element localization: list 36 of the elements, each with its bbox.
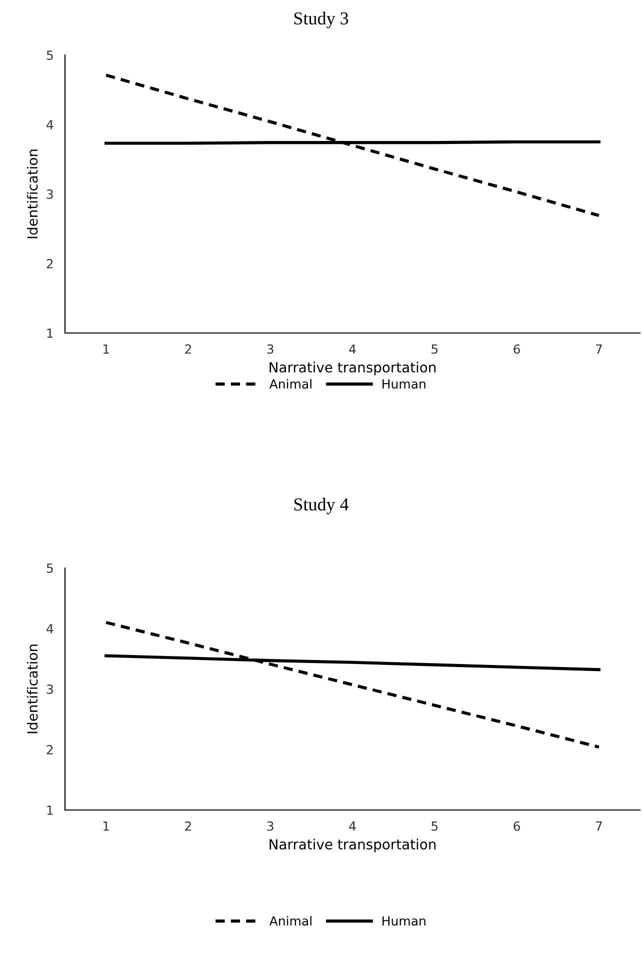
- x-tick-label: 3: [267, 344, 274, 354]
- chart-title: Study 4: [294, 498, 349, 514]
- y-tick-label: 5: [46, 564, 53, 573]
- line-series: [104, 74, 600, 218]
- y-tick-label: 2: [46, 258, 53, 268]
- legend-label: Human: [382, 379, 426, 389]
- y-tick-label: 5: [46, 50, 53, 60]
- y-tick-label: 2: [46, 744, 53, 754]
- x-tick-label: 6: [514, 344, 520, 354]
- line-series: [104, 620, 600, 749]
- x-tick-label: 6: [514, 821, 520, 831]
- y-tick-label: 4: [46, 120, 54, 130]
- y-tick-label: 3: [46, 684, 53, 694]
- y-tick-label: 1: [47, 328, 53, 338]
- x-tick-label: 5: [432, 821, 438, 831]
- y-tick-label: 3: [46, 189, 53, 199]
- x-tick-label: 2: [185, 821, 191, 831]
- legend-label: Animal: [269, 378, 312, 389]
- y-axis-title: Identification: [26, 644, 38, 734]
- chart-title: Study 3: [294, 12, 348, 28]
- x-tick-label: 3: [267, 821, 274, 831]
- x-tick-label: 2: [185, 344, 191, 354]
- x-axis-title: Narrative transportation: [270, 838, 436, 852]
- y-tick-label: 4: [46, 624, 54, 634]
- x-tick-label: 7: [596, 821, 602, 831]
- y-tick-label: 1: [47, 806, 53, 815]
- legend-label: Animal: [269, 916, 312, 926]
- legend-label: Human: [382, 916, 426, 926]
- x-axis-title: Narrative transportation: [270, 362, 436, 376]
- x-tick-label: 4: [349, 344, 356, 354]
- x-tick-label: 1: [103, 344, 109, 354]
- x-tick-label: 1: [103, 821, 109, 831]
- x-tick-label: 5: [432, 344, 438, 354]
- x-tick-label: 7: [596, 344, 602, 354]
- y-axis-title: Identification: [26, 150, 38, 238]
- x-tick-label: 4: [349, 821, 356, 831]
